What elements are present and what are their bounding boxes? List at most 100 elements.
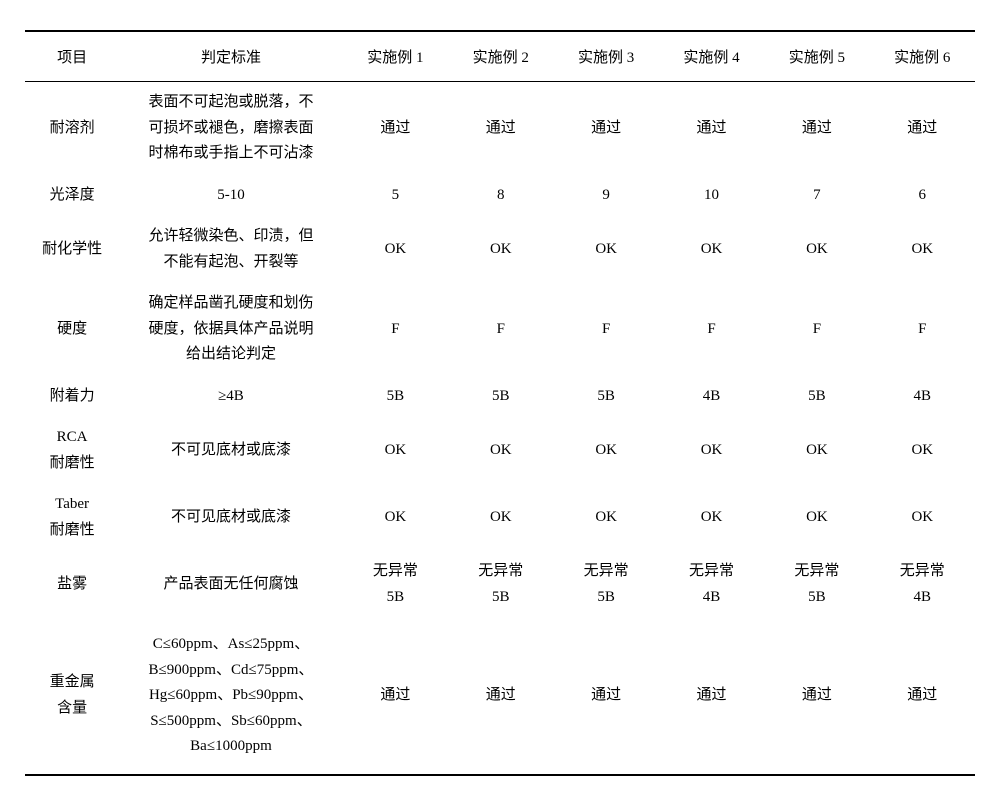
- cell-value: OK: [870, 216, 975, 283]
- cell-value: OK: [553, 417, 658, 484]
- table-row: 盐雾 产品表面无任何腐蚀 无异常5B 无异常5B 无异常5B 无异常4B 无异常…: [25, 551, 975, 618]
- header-criteria: 判定标准: [119, 31, 343, 82]
- criteria-line: 硬度，依据具体产品说明: [125, 317, 337, 343]
- cell-item: RCA 耐磨性: [25, 417, 119, 484]
- header-row: 项目 判定标准 实施例 1 实施例 2 实施例 3 实施例 4 实施例 5 实施…: [25, 31, 975, 82]
- cell-value: 通过: [553, 618, 658, 775]
- value-line: 5B: [452, 585, 549, 611]
- cell-value: 5B: [448, 376, 553, 418]
- item-line: RCA: [29, 425, 115, 451]
- results-table: 项目 判定标准 实施例 1 实施例 2 实施例 3 实施例 4 实施例 5 实施…: [25, 30, 975, 776]
- cell-value: OK: [764, 216, 869, 283]
- cell-item: 盐雾: [25, 551, 119, 618]
- cell-criteria: 不可见底材或底漆: [119, 417, 343, 484]
- criteria-line: 给出结论判定: [125, 342, 337, 368]
- cell-value: OK: [448, 417, 553, 484]
- cell-value: OK: [659, 417, 764, 484]
- value-line: 无异常: [663, 559, 760, 585]
- header-item: 项目: [25, 31, 119, 82]
- cell-criteria: 5-10: [119, 175, 343, 217]
- value-line: 5B: [347, 585, 444, 611]
- cell-criteria: 允许轻微染色、印渍，但 不能有起泡、开裂等: [119, 216, 343, 283]
- cell-value: 5: [343, 175, 448, 217]
- cell-value: F: [448, 283, 553, 376]
- value-line: 无异常: [768, 559, 865, 585]
- table-row: Taber 耐磨性 不可见底材或底漆 OK OK OK OK OK OK: [25, 484, 975, 551]
- cell-value: 5B: [764, 376, 869, 418]
- cell-value: OK: [343, 216, 448, 283]
- item-line: Taber: [29, 492, 115, 518]
- value-line: 4B: [663, 585, 760, 611]
- cell-value: OK: [870, 484, 975, 551]
- table-row: 重金属 含量 C≤60ppm、As≤25ppm、 B≤900ppm、Cd≤75p…: [25, 618, 975, 775]
- criteria-line: S≤500ppm、Sb≤60ppm、: [125, 709, 337, 735]
- cell-value: 4B: [659, 376, 764, 418]
- cell-value: 无异常5B: [343, 551, 448, 618]
- cell-value: F: [870, 283, 975, 376]
- cell-value: OK: [343, 484, 448, 551]
- cell-value: OK: [659, 484, 764, 551]
- cell-value: F: [659, 283, 764, 376]
- item-line: 重金属: [29, 670, 115, 696]
- criteria-line: B≤900ppm、Cd≤75ppm、: [125, 658, 337, 684]
- item-line: 耐磨性: [29, 451, 115, 477]
- cell-value: OK: [553, 484, 658, 551]
- cell-value: OK: [870, 417, 975, 484]
- cell-criteria: C≤60ppm、As≤25ppm、 B≤900ppm、Cd≤75ppm、 Hg≤…: [119, 618, 343, 775]
- cell-value: F: [553, 283, 658, 376]
- header-ex2: 实施例 2: [448, 31, 553, 82]
- value-line: 5B: [557, 585, 654, 611]
- cell-value: 通过: [764, 82, 869, 175]
- cell-criteria: 不可见底材或底漆: [119, 484, 343, 551]
- cell-value: 通过: [343, 618, 448, 775]
- cell-value: 通过: [448, 618, 553, 775]
- cell-item: 硬度: [25, 283, 119, 376]
- cell-value: 通过: [870, 618, 975, 775]
- cell-criteria: 表面不可起泡或脱落，不 可损坏或褪色，磨擦表面 时棉布或手指上不可沾漆: [119, 82, 343, 175]
- cell-value: 无异常4B: [659, 551, 764, 618]
- cell-item: 耐溶剂: [25, 82, 119, 175]
- cell-value: 5B: [343, 376, 448, 418]
- cell-value: OK: [764, 417, 869, 484]
- header-ex4: 实施例 4: [659, 31, 764, 82]
- table-row: RCA 耐磨性 不可见底材或底漆 OK OK OK OK OK OK: [25, 417, 975, 484]
- criteria-line: 表面不可起泡或脱落，不: [125, 90, 337, 116]
- cell-value: OK: [448, 484, 553, 551]
- cell-value: OK: [764, 484, 869, 551]
- cell-value: 8: [448, 175, 553, 217]
- criteria-line: Ba≤1000ppm: [125, 734, 337, 760]
- table-row: 光泽度 5-10 5 8 9 10 7 6: [25, 175, 975, 217]
- cell-value: 无异常5B: [448, 551, 553, 618]
- value-line: 无异常: [452, 559, 549, 585]
- cell-value: OK: [343, 417, 448, 484]
- cell-value: 通过: [553, 82, 658, 175]
- criteria-line: 可损坏或褪色，磨擦表面: [125, 116, 337, 142]
- cell-value: 10: [659, 175, 764, 217]
- cell-value: 无异常4B: [870, 551, 975, 618]
- cell-value: 通过: [659, 82, 764, 175]
- cell-item: 光泽度: [25, 175, 119, 217]
- value-line: 无异常: [347, 559, 444, 585]
- cell-value: OK: [448, 216, 553, 283]
- value-line: 5B: [768, 585, 865, 611]
- item-line: 耐磨性: [29, 518, 115, 544]
- cell-value: OK: [553, 216, 658, 283]
- criteria-line: 不能有起泡、开裂等: [125, 250, 337, 276]
- criteria-line: C≤60ppm、As≤25ppm、: [125, 632, 337, 658]
- cell-value: 通过: [870, 82, 975, 175]
- header-ex3: 实施例 3: [553, 31, 658, 82]
- cell-criteria: 确定样品凿孔硬度和划伤 硬度，依据具体产品说明 给出结论判定: [119, 283, 343, 376]
- cell-value: 通过: [659, 618, 764, 775]
- item-line: 含量: [29, 696, 115, 722]
- value-line: 4B: [874, 585, 971, 611]
- cell-value: 通过: [764, 618, 869, 775]
- cell-value: 5B: [553, 376, 658, 418]
- cell-item: 附着力: [25, 376, 119, 418]
- criteria-line: 时棉布或手指上不可沾漆: [125, 141, 337, 167]
- cell-value: F: [764, 283, 869, 376]
- cell-item: 耐化学性: [25, 216, 119, 283]
- cell-value: 7: [764, 175, 869, 217]
- header-ex5: 实施例 5: [764, 31, 869, 82]
- table-row: 耐溶剂 表面不可起泡或脱落，不 可损坏或褪色，磨擦表面 时棉布或手指上不可沾漆 …: [25, 82, 975, 175]
- cell-value: 通过: [448, 82, 553, 175]
